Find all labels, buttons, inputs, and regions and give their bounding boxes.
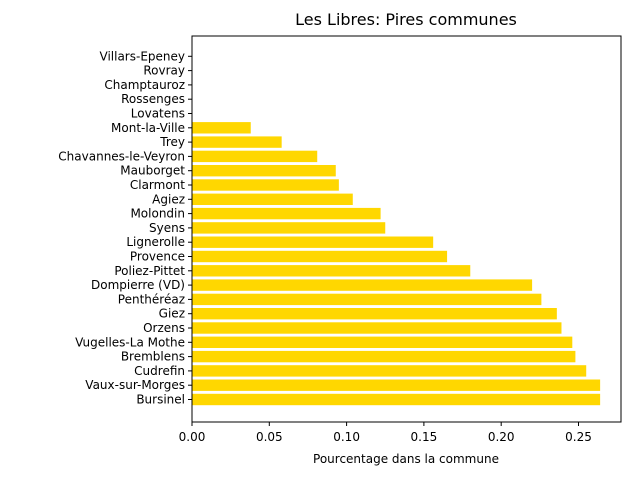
bar: [192, 193, 353, 205]
y-tick-label: Agiez: [152, 192, 185, 206]
y-tick-label: Rovray: [143, 64, 185, 78]
y-tick-label: Syens: [149, 221, 185, 235]
bar: [192, 322, 562, 334]
y-tick-label: Rossenges: [121, 92, 185, 106]
bar: [192, 308, 557, 320]
y-tick-label: Orzens: [143, 321, 185, 335]
y-tick-label: Bursinel: [136, 393, 185, 407]
bars-group: [192, 122, 601, 406]
y-tick-label: Clarmont: [130, 178, 185, 192]
y-tick-label: Provence: [130, 250, 185, 264]
bar: [192, 122, 251, 134]
y-tick-label: Mauborget: [120, 164, 185, 178]
y-tick-label: Champtauroz: [104, 78, 185, 92]
bar: [192, 379, 601, 391]
bar: [192, 336, 573, 348]
x-axis-ticks: 0.00 0.05 0.10 0.15 0.20 0.25: [179, 422, 592, 444]
x-tick-label: 0.20: [488, 430, 515, 444]
y-tick-label: Bremblens: [121, 350, 185, 364]
bar: [192, 393, 601, 406]
bar: [192, 222, 386, 234]
y-axis-ticks: BursinelVaux-sur-MorgesCudrefinBremblens…: [58, 49, 192, 407]
x-tick-label: 0.05: [256, 430, 283, 444]
bar: [192, 150, 318, 163]
y-tick-label: Villars-Epeney: [100, 49, 186, 63]
x-tick-label: 0.10: [333, 430, 360, 444]
y-tick-label: Dompierre (VD): [91, 278, 185, 292]
bar: [192, 165, 336, 177]
bar: [192, 136, 282, 148]
y-tick-label: Vaux-sur-Morges: [85, 378, 185, 392]
x-tick-label: 0.15: [411, 430, 438, 444]
y-tick-label: Trey: [159, 135, 185, 149]
bar: [192, 293, 542, 306]
x-tick-label: 0.00: [179, 430, 206, 444]
bar: [192, 179, 339, 191]
bar: [192, 365, 587, 377]
bar: [192, 265, 471, 277]
plot-frame: [191, 35, 622, 423]
y-tick-label: Chavannes-le-Veyron: [58, 149, 185, 163]
y-tick-label: Lovatens: [131, 107, 185, 121]
y-tick-label: Mont-la-Ville: [111, 121, 185, 135]
x-axis-label: Pourcentage dans la commune: [313, 452, 499, 466]
bar: [192, 350, 576, 363]
bar: [192, 250, 448, 263]
bar: [192, 207, 381, 220]
y-tick-label: Poliez-Pittet: [114, 264, 185, 278]
bar: [192, 279, 533, 291]
y-tick-label: Vugelles-La Mothe: [75, 335, 185, 349]
x-tick-label: 0.25: [565, 430, 592, 444]
chart-title: Les Libres: Pires communes: [295, 10, 517, 29]
bar: [192, 236, 434, 248]
y-tick-label: Molondin: [130, 207, 185, 221]
y-tick-label: Giez: [159, 307, 185, 321]
y-tick-label: Lignerolle: [126, 235, 185, 249]
y-tick-label: Penthéréaz: [118, 292, 185, 306]
y-tick-label: Cudrefin: [134, 364, 185, 378]
